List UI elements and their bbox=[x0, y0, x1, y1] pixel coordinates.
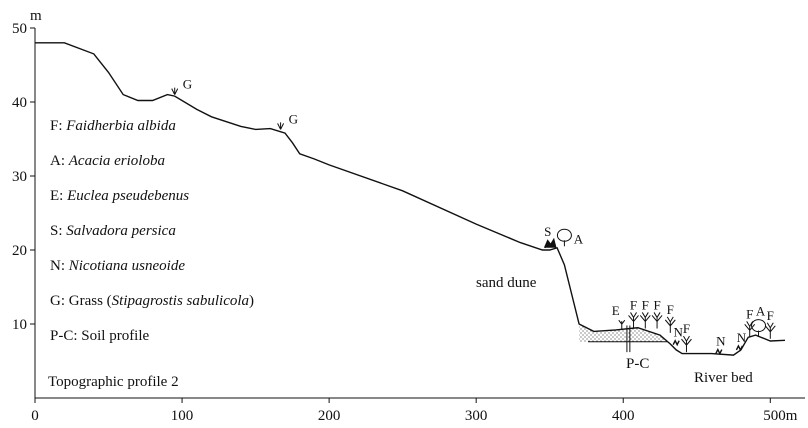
marker-letter: N bbox=[673, 325, 683, 340]
vegetation-marker-F: F bbox=[639, 297, 651, 329]
grass-icon bbox=[277, 122, 285, 130]
y-tick-label: 10 bbox=[12, 317, 27, 333]
marker-letter: N bbox=[716, 334, 726, 349]
soil-profile-label: P-C bbox=[626, 356, 649, 372]
marker-letter: G bbox=[289, 111, 298, 126]
grass-icon bbox=[171, 87, 179, 95]
acacia-icon bbox=[556, 228, 572, 242]
river-bed-label: River bed bbox=[694, 370, 753, 386]
chart-title: Topographic profile 2 bbox=[48, 374, 179, 390]
y-tick-label: 30 bbox=[12, 169, 27, 185]
vegetation-marker-A: A bbox=[751, 304, 767, 337]
y-tick-label: 20 bbox=[12, 243, 27, 259]
vegetation-marker-N: N bbox=[715, 334, 726, 356]
nicotiana-icon bbox=[715, 348, 723, 356]
vegetation-marker-F: F bbox=[628, 297, 639, 329]
nicotiana-icon bbox=[735, 344, 744, 352]
tree-icon bbox=[651, 312, 663, 329]
legend-entry: S: Salvadora persica bbox=[50, 223, 176, 239]
legend-entry: E: Euclea pseudebenus bbox=[50, 188, 189, 204]
legend-entry: P-C: Soil profile bbox=[50, 328, 150, 344]
marker-letter: F bbox=[642, 297, 649, 312]
marker-letter: S bbox=[544, 224, 551, 239]
marker-letter: N bbox=[737, 330, 747, 345]
vegetation-marker-G: G bbox=[171, 77, 192, 95]
marker-letter: F bbox=[683, 321, 690, 336]
euclea-icon bbox=[618, 319, 626, 330]
legend: F: Faidherbia albida A: Acacia erioloba E:… bbox=[50, 118, 254, 344]
x-ticks: 0 100 200 300 400 500m bbox=[31, 398, 798, 424]
marker-letter: F bbox=[630, 297, 637, 312]
vegetation-marker-A: A bbox=[556, 228, 584, 247]
marker-letter: A bbox=[574, 231, 584, 246]
x-tick-label: 200 bbox=[318, 408, 341, 424]
vegetation-marker-N: N bbox=[672, 325, 683, 347]
y-tick-label: 40 bbox=[12, 95, 27, 111]
shrub-icon bbox=[543, 237, 557, 249]
vegetation-marker-F: F bbox=[681, 321, 692, 353]
vegetation-marker-F: F bbox=[764, 308, 776, 339]
vegetation-marker-G: G bbox=[277, 111, 298, 130]
axes: m bbox=[30, 8, 805, 399]
x-tick-label: 100 bbox=[171, 408, 194, 424]
vegetation-marker-E: E bbox=[612, 303, 626, 330]
sand-dune-label: sand dune bbox=[476, 275, 537, 291]
vegetation-marker-S: S bbox=[543, 224, 557, 249]
nicotiana-icon bbox=[672, 339, 680, 347]
marker-letter: A bbox=[756, 304, 766, 319]
tree-icon bbox=[639, 312, 651, 329]
tree-icon bbox=[681, 335, 692, 353]
terrain-features bbox=[579, 324, 668, 353]
tree-icon bbox=[664, 316, 676, 333]
legend-entry: F: Faidherbia albida bbox=[50, 118, 176, 134]
marker-letter: E bbox=[612, 303, 620, 318]
x-tick-label: 300 bbox=[465, 408, 488, 424]
vegetation-marker-F: F bbox=[664, 302, 676, 333]
acacia-icon bbox=[751, 319, 767, 333]
legend-entry: G: Grass (Stipagrostis sabulicola) bbox=[50, 293, 254, 309]
marker-letter: F bbox=[767, 308, 774, 323]
x-tick-label: 500m bbox=[763, 408, 798, 424]
tree-icon bbox=[628, 312, 639, 329]
marker-letter: F bbox=[653, 297, 660, 312]
marker-letter: G bbox=[183, 77, 192, 92]
tree-icon bbox=[764, 322, 776, 339]
legend-entry: A: Acacia erioloba bbox=[50, 153, 165, 169]
marker-letter: F bbox=[746, 306, 753, 321]
legend-entry: N: Nicotiana usneoide bbox=[50, 258, 185, 274]
marker-letter: F bbox=[667, 302, 674, 317]
vegetation-marker-N: N bbox=[735, 330, 747, 352]
x-tick-label: 0 bbox=[31, 408, 39, 424]
vegetation-marker-F: F bbox=[651, 297, 663, 329]
x-tick-label: 400 bbox=[612, 408, 635, 424]
y-tick-label: 50 bbox=[12, 21, 27, 37]
sand-deposit-fill bbox=[579, 324, 665, 342]
terrain-profile-line bbox=[35, 42, 786, 356]
y-ticks: 10 20 30 40 50 bbox=[12, 21, 35, 333]
y-axis-unit: m bbox=[30, 8, 42, 24]
